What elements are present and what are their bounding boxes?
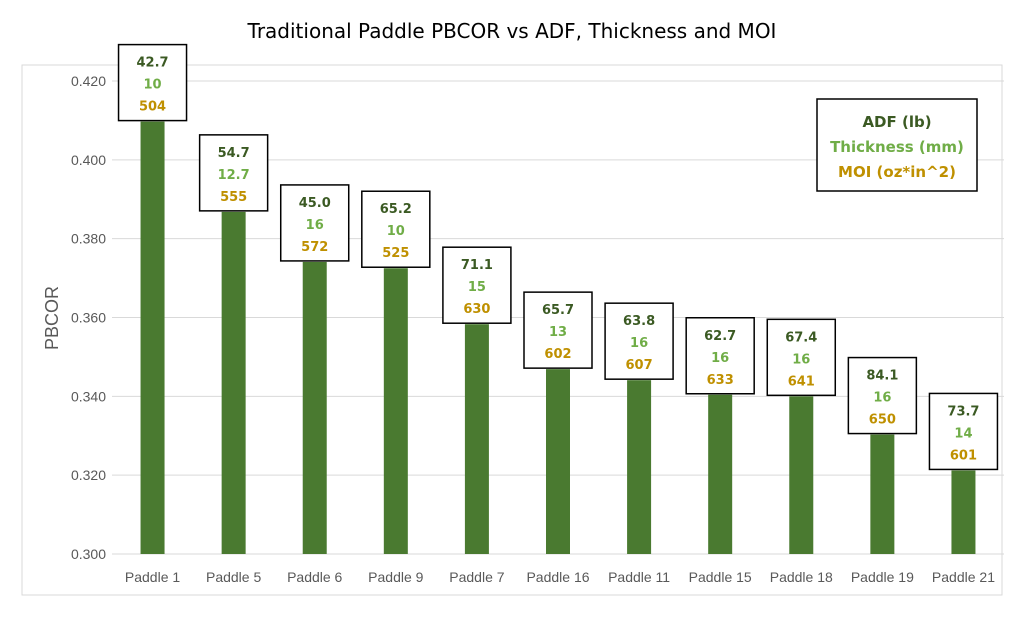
bar <box>870 434 895 554</box>
annotation-box <box>198 134 269 212</box>
y-tick-label: 0.300 <box>71 546 106 562</box>
legend-box <box>816 98 978 192</box>
thickness-label: 10 <box>387 224 405 239</box>
y-tick-label: 0.320 <box>71 467 106 483</box>
bars <box>140 121 976 554</box>
adf-label: 63.8 <box>623 314 655 329</box>
bar <box>221 211 246 554</box>
bar <box>383 268 408 554</box>
thickness-label: 10 <box>143 78 161 93</box>
moi-label: 572 <box>301 240 328 255</box>
x-tick-label: Paddle 7 <box>449 569 504 585</box>
x-tick-labels: Paddle 1 Paddle 5 Paddle 6 Paddle 9 Paddle 7… <box>125 569 995 585</box>
annotation-box <box>361 190 431 268</box>
x-tick-label: Paddle 6 <box>287 569 342 585</box>
x-tick-label: Paddle 9 <box>368 569 423 585</box>
x-tick-label: Paddle 18 <box>770 569 833 585</box>
legend-adf: ADF (lb) <box>862 113 931 131</box>
annotation-box <box>847 356 918 435</box>
moi-label: 504 <box>139 100 166 115</box>
moi-label: 555 <box>220 190 247 205</box>
bar <box>464 324 489 554</box>
adf-label: 73.7 <box>947 404 979 419</box>
thickness-label: 16 <box>873 391 891 406</box>
adf-label: 84.1 <box>866 369 898 384</box>
thickness-label: 16 <box>792 352 810 367</box>
moi-label: 650 <box>869 413 896 428</box>
x-tick-label: Paddle 1 <box>125 569 180 585</box>
annotation-box <box>766 318 837 397</box>
x-tick-label: Paddle 21 <box>932 569 995 585</box>
moi-label: 525 <box>382 246 409 261</box>
annotation-box <box>523 291 593 369</box>
bar <box>951 470 976 554</box>
adf-label: 71.1 <box>461 258 493 273</box>
bar <box>627 380 652 554</box>
moi-label: 633 <box>707 373 734 388</box>
annotation-box <box>442 246 512 324</box>
annotation-box <box>685 317 755 395</box>
thickness-label: 16 <box>306 218 324 233</box>
adf-label: 54.7 <box>218 146 250 161</box>
moi-label: 601 <box>950 448 977 463</box>
annotation-box <box>928 392 999 471</box>
adf-label: 42.7 <box>137 56 169 71</box>
moi-label: 630 <box>463 302 490 317</box>
annotation-box <box>279 184 350 262</box>
y-tick-label: 0.400 <box>71 152 106 168</box>
bar <box>789 396 814 554</box>
chart-title: Traditional Paddle PBCOR vs ADF, Thickne… <box>247 19 777 43</box>
bar <box>708 394 733 554</box>
x-tick-label: Paddle 16 <box>526 569 589 585</box>
legend-thickness: Thickness (mm) <box>830 138 964 156</box>
bar <box>302 261 327 554</box>
x-tick-label: Paddle 19 <box>851 569 914 585</box>
x-tick-label: Paddle 15 <box>689 569 752 585</box>
moi-label: 641 <box>788 374 815 389</box>
bar-annotations: 42.7 10 504 54.7 12.7 555 45.0 16 572 65.2 10 525 71… <box>117 43 999 471</box>
adf-label: 67.4 <box>785 330 817 345</box>
thickness-label: 16 <box>630 336 648 351</box>
bar <box>546 369 570 554</box>
moi-label: 602 <box>544 347 571 362</box>
thickness-label: 14 <box>954 426 972 441</box>
moi-label: 607 <box>626 358 653 373</box>
y-tick-labels: 0.300 0.320 0.340 0.360 0.380 0.400 0.420 <box>71 73 106 562</box>
y-tick-label: 0.420 <box>71 73 106 89</box>
legend-moi: MOI (oz*in^2) <box>838 163 956 181</box>
thickness-label: 13 <box>549 325 567 340</box>
x-tick-label: Paddle 11 <box>608 569 670 585</box>
annotation-box <box>604 302 674 380</box>
thickness-label: 15 <box>468 280 486 295</box>
legend: ADF (lb) Thickness (mm) MOI (oz*in^2) <box>816 98 978 192</box>
thickness-label: 16 <box>711 351 729 366</box>
y-axis-title: PBCOR <box>42 286 62 350</box>
adf-label: 45.0 <box>299 196 331 211</box>
adf-label: 62.7 <box>704 329 736 344</box>
y-tick-label: 0.380 <box>71 231 106 247</box>
annotation-box <box>117 43 188 122</box>
bar <box>140 121 165 554</box>
y-tick-label: 0.360 <box>71 310 106 326</box>
thickness-label: 12.7 <box>218 168 250 183</box>
y-tick-label: 0.340 <box>71 388 106 404</box>
x-tick-label: Paddle 5 <box>206 569 261 585</box>
adf-label: 65.2 <box>380 202 412 217</box>
adf-label: 65.7 <box>542 303 574 318</box>
